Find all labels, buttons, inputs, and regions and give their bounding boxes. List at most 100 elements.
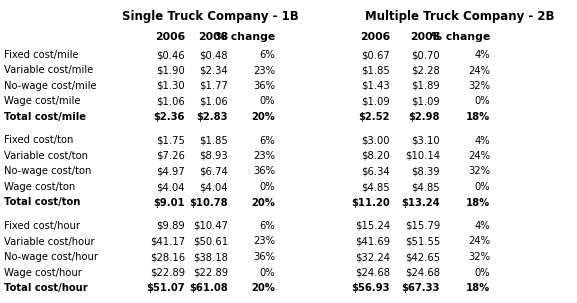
Text: $1.89: $1.89 xyxy=(411,81,440,91)
Text: Variable cost/hour: Variable cost/hour xyxy=(4,237,95,247)
Text: $4.04: $4.04 xyxy=(156,182,185,192)
Text: $41.17: $41.17 xyxy=(150,237,185,247)
Text: $9.01: $9.01 xyxy=(153,198,185,208)
Text: $4.04: $4.04 xyxy=(200,182,228,192)
Text: $0.67: $0.67 xyxy=(361,50,390,60)
Text: Fixed cost/hour: Fixed cost/hour xyxy=(4,221,80,231)
Text: 20%: 20% xyxy=(251,198,275,208)
Text: $11.20: $11.20 xyxy=(351,198,390,208)
Text: $41.69: $41.69 xyxy=(355,237,390,247)
Text: 24%: 24% xyxy=(468,151,490,161)
Text: $10.14: $10.14 xyxy=(405,151,440,161)
Text: $22.89: $22.89 xyxy=(150,268,185,278)
Text: 20%: 20% xyxy=(251,283,275,293)
Text: 0%: 0% xyxy=(260,96,275,106)
Text: $1.06: $1.06 xyxy=(156,96,185,106)
Text: $2.98: $2.98 xyxy=(409,112,440,122)
Text: $4.97: $4.97 xyxy=(156,167,185,177)
Text: $1.09: $1.09 xyxy=(411,96,440,106)
Text: 32%: 32% xyxy=(468,81,490,91)
Text: 18%: 18% xyxy=(466,112,490,122)
Text: 0%: 0% xyxy=(474,268,490,278)
Text: Multiple Truck Company - 2B: Multiple Truck Company - 2B xyxy=(365,10,554,23)
Text: $4.85: $4.85 xyxy=(411,182,440,192)
Text: % change: % change xyxy=(431,32,490,42)
Text: Wage cost/mile: Wage cost/mile xyxy=(4,96,81,106)
Text: 18%: 18% xyxy=(466,283,490,293)
Text: 23%: 23% xyxy=(253,237,275,247)
Text: 24%: 24% xyxy=(468,65,490,75)
Text: Fixed cost/mile: Fixed cost/mile xyxy=(4,50,78,60)
Text: $28.16: $28.16 xyxy=(150,252,185,262)
Text: $3.00: $3.00 xyxy=(362,135,390,145)
Text: $61.08: $61.08 xyxy=(189,283,228,293)
Text: $1.75: $1.75 xyxy=(156,135,185,145)
Text: $24.68: $24.68 xyxy=(355,268,390,278)
Text: $10.47: $10.47 xyxy=(193,221,228,231)
Text: % change: % change xyxy=(216,32,275,42)
Text: 4%: 4% xyxy=(474,221,490,231)
Text: $22.89: $22.89 xyxy=(193,268,228,278)
Text: 2006: 2006 xyxy=(359,32,390,42)
Text: $38.18: $38.18 xyxy=(193,252,228,262)
Text: 6%: 6% xyxy=(259,221,275,231)
Text: $2.52: $2.52 xyxy=(358,112,390,122)
Text: $51.55: $51.55 xyxy=(404,237,440,247)
Text: $6.34: $6.34 xyxy=(361,167,390,177)
Text: 0%: 0% xyxy=(260,182,275,192)
Text: $2.36: $2.36 xyxy=(153,112,185,122)
Text: 2008: 2008 xyxy=(198,32,228,42)
Text: $4.85: $4.85 xyxy=(361,182,390,192)
Text: $1.85: $1.85 xyxy=(199,135,228,145)
Text: 36%: 36% xyxy=(253,81,275,91)
Text: 0%: 0% xyxy=(474,96,490,106)
Text: $51.07: $51.07 xyxy=(147,283,185,293)
Text: $10.78: $10.78 xyxy=(189,198,228,208)
Text: No-wage cost/ton: No-wage cost/ton xyxy=(4,167,91,177)
Text: $2.34: $2.34 xyxy=(200,65,228,75)
Text: 20%: 20% xyxy=(251,112,275,122)
Text: Total cost/mile: Total cost/mile xyxy=(4,112,86,122)
Text: $3.10: $3.10 xyxy=(411,135,440,145)
Text: $0.70: $0.70 xyxy=(411,50,440,60)
Text: $67.33: $67.33 xyxy=(402,283,440,293)
Text: 6%: 6% xyxy=(259,50,275,60)
Text: 18%: 18% xyxy=(466,198,490,208)
Text: Wage cost/ton: Wage cost/ton xyxy=(4,182,75,192)
Text: $0.46: $0.46 xyxy=(156,50,185,60)
Text: $7.26: $7.26 xyxy=(156,151,185,161)
Text: Variable cost/mile: Variable cost/mile xyxy=(4,65,93,75)
Text: $1.06: $1.06 xyxy=(199,96,228,106)
Text: 32%: 32% xyxy=(468,167,490,177)
Text: $9.89: $9.89 xyxy=(156,221,185,231)
Text: $1.43: $1.43 xyxy=(361,81,390,91)
Text: 32%: 32% xyxy=(468,252,490,262)
Text: $6.74: $6.74 xyxy=(199,167,228,177)
Text: $1.09: $1.09 xyxy=(361,96,390,106)
Text: $1.85: $1.85 xyxy=(361,65,390,75)
Text: $56.93: $56.93 xyxy=(351,283,390,293)
Text: Total cost/hour: Total cost/hour xyxy=(4,283,88,293)
Text: $15.79: $15.79 xyxy=(404,221,440,231)
Text: Wage cost/hour: Wage cost/hour xyxy=(4,268,82,278)
Text: 36%: 36% xyxy=(253,252,275,262)
Text: $2.28: $2.28 xyxy=(411,65,440,75)
Text: 6%: 6% xyxy=(259,135,275,145)
Text: No-wage cost/hour: No-wage cost/hour xyxy=(4,252,98,262)
Text: 0%: 0% xyxy=(260,268,275,278)
Text: 2008: 2008 xyxy=(410,32,440,42)
Text: $32.24: $32.24 xyxy=(355,252,390,262)
Text: Variable cost/ton: Variable cost/ton xyxy=(4,151,88,161)
Text: $15.24: $15.24 xyxy=(355,221,390,231)
Text: 2006: 2006 xyxy=(155,32,185,42)
Text: $8.93: $8.93 xyxy=(200,151,228,161)
Text: $42.65: $42.65 xyxy=(405,252,440,262)
Text: Total cost/ton: Total cost/ton xyxy=(4,198,80,208)
Text: Fixed cost/ton: Fixed cost/ton xyxy=(4,135,73,145)
Text: $2.83: $2.83 xyxy=(197,112,228,122)
Text: $1.30: $1.30 xyxy=(156,81,185,91)
Text: $24.68: $24.68 xyxy=(405,268,440,278)
Text: No-wage cost/mile: No-wage cost/mile xyxy=(4,81,96,91)
Text: 4%: 4% xyxy=(474,50,490,60)
Text: 24%: 24% xyxy=(468,237,490,247)
